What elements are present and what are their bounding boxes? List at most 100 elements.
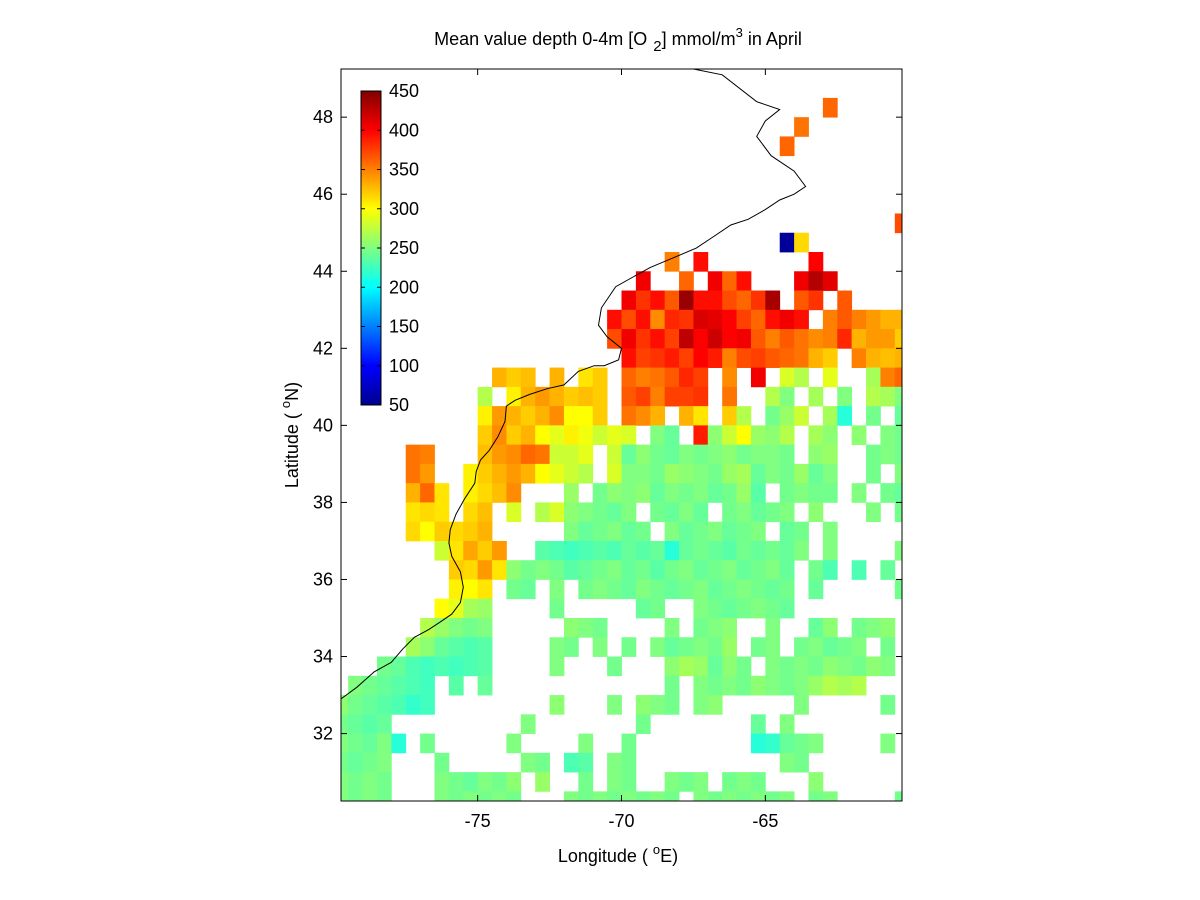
data-cell <box>621 386 637 407</box>
data-cell <box>650 502 666 523</box>
data-cell <box>693 579 709 600</box>
data-cell <box>405 675 421 696</box>
data-cell <box>765 463 781 484</box>
data-cell <box>635 329 651 349</box>
data-cell <box>621 791 637 802</box>
data-cell <box>448 521 464 542</box>
data-cell <box>736 309 752 330</box>
data-cell <box>736 656 752 677</box>
data-cell <box>506 560 522 580</box>
data-cell <box>808 618 824 638</box>
data-cell <box>707 290 723 311</box>
data-cell <box>635 791 651 802</box>
data-cell <box>765 560 781 580</box>
data-cell <box>736 502 752 523</box>
data-cell <box>621 444 637 465</box>
data-cell <box>794 348 809 368</box>
data-cell <box>837 637 853 657</box>
data-cell <box>578 540 594 561</box>
y-tick-label: 46 <box>313 184 333 204</box>
data-cell <box>693 463 709 484</box>
colorbar-tick-label: 350 <box>389 160 419 180</box>
data-cell <box>664 579 680 600</box>
data-cell <box>376 752 392 773</box>
data-cell <box>765 656 781 677</box>
data-cell <box>578 560 594 580</box>
data-cell <box>722 598 737 619</box>
data-cell <box>808 386 824 407</box>
data-cell <box>866 656 881 677</box>
data-cell <box>420 483 435 503</box>
data-cell <box>362 675 378 696</box>
data-cell <box>765 791 781 802</box>
data-cell <box>520 406 536 426</box>
data-cell <box>578 444 594 465</box>
data-cell <box>750 733 766 754</box>
data-cell <box>405 502 421 523</box>
data-cell <box>722 329 737 349</box>
data-cell <box>880 309 896 330</box>
data-cells <box>341 97 903 802</box>
data-cell <box>808 425 824 446</box>
data-cell <box>794 367 809 388</box>
data-cell <box>765 733 781 754</box>
y-tick-label: 38 <box>313 492 333 512</box>
data-cell <box>607 560 622 580</box>
data-cell <box>549 637 565 657</box>
data-cell <box>664 560 680 580</box>
data-cell <box>722 772 737 792</box>
data-cell <box>607 483 622 503</box>
data-cell <box>750 329 766 349</box>
data-cell <box>635 271 651 291</box>
data-cell <box>563 752 579 773</box>
data-cell <box>693 483 709 503</box>
data-cell <box>765 309 781 330</box>
data-cell <box>592 540 608 561</box>
data-cell <box>894 348 903 368</box>
data-cell <box>808 733 824 754</box>
data-cell <box>650 425 666 446</box>
data-cell <box>679 444 694 465</box>
data-cell <box>894 329 903 349</box>
data-cell <box>693 637 709 657</box>
data-cell <box>341 772 349 792</box>
data-cell <box>679 367 694 388</box>
data-cell <box>808 463 824 484</box>
data-cell <box>894 367 903 388</box>
data-cell <box>736 579 752 600</box>
data-cell <box>866 348 881 368</box>
data-cell <box>621 540 637 561</box>
data-cell <box>520 714 536 734</box>
data-cell <box>506 483 522 503</box>
data-cell <box>779 367 795 388</box>
data-cell <box>837 675 853 696</box>
data-cell <box>607 309 622 330</box>
data-cell <box>434 502 450 523</box>
colorbar-tick-label: 250 <box>389 238 419 258</box>
data-cell <box>679 579 694 600</box>
data-cell <box>341 695 349 715</box>
data-cell <box>621 560 637 580</box>
data-cell <box>664 675 680 696</box>
data-cell <box>707 425 723 446</box>
data-cell <box>707 348 723 368</box>
data-cell <box>794 483 809 503</box>
data-cell <box>851 348 867 368</box>
data-cell <box>794 463 809 484</box>
data-cell <box>880 444 896 465</box>
data-cell <box>808 791 824 802</box>
data-cell <box>477 502 493 523</box>
data-cell <box>779 540 795 561</box>
data-cell <box>635 309 651 330</box>
data-cell <box>822 329 838 349</box>
data-cell <box>506 367 522 388</box>
data-cell <box>750 598 766 619</box>
data-cell <box>362 714 378 734</box>
data-cell <box>463 502 479 523</box>
data-cell <box>707 579 723 600</box>
data-cell <box>736 329 752 349</box>
data-cell <box>693 348 709 368</box>
data-cell <box>607 444 622 465</box>
data-cell <box>693 329 709 349</box>
data-cell <box>549 502 565 523</box>
